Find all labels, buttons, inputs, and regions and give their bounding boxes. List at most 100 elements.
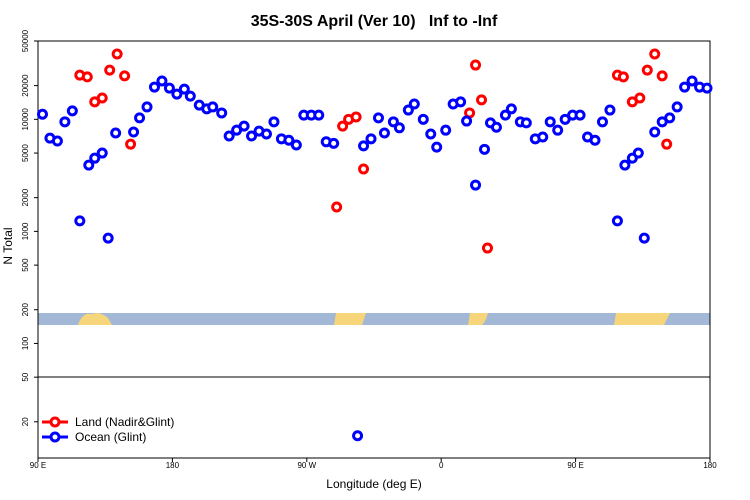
data-point bbox=[290, 139, 302, 151]
data-point bbox=[499, 109, 511, 121]
data-point bbox=[74, 215, 86, 227]
y-tick-label: 5000 bbox=[21, 144, 30, 162]
data-point bbox=[104, 64, 116, 76]
data-point bbox=[470, 59, 482, 71]
data-point bbox=[661, 138, 673, 150]
legend-marker bbox=[49, 416, 61, 428]
data-point bbox=[163, 82, 175, 94]
x-axis-title: Longitude (deg E) bbox=[326, 477, 421, 491]
data-point bbox=[417, 113, 429, 125]
data-point bbox=[604, 104, 616, 116]
data-point bbox=[184, 90, 196, 102]
data-point bbox=[402, 104, 414, 116]
data-point bbox=[352, 430, 364, 442]
data-point bbox=[102, 232, 114, 244]
data-point bbox=[387, 116, 399, 128]
data-point bbox=[574, 109, 586, 121]
data-point bbox=[216, 107, 228, 119]
data-point bbox=[408, 98, 420, 110]
data-point bbox=[701, 82, 713, 94]
data-point bbox=[350, 111, 362, 123]
data-point bbox=[649, 126, 661, 138]
data-point bbox=[96, 92, 108, 104]
y-tick-label: 10000 bbox=[21, 108, 30, 131]
data-point bbox=[425, 128, 437, 140]
data-point bbox=[207, 101, 219, 113]
y-tick-label: 2000 bbox=[21, 188, 30, 206]
data-point bbox=[634, 92, 646, 104]
land-shape bbox=[468, 313, 488, 325]
data-point bbox=[365, 133, 377, 145]
data-point bbox=[238, 120, 250, 132]
data-point bbox=[686, 75, 698, 87]
data-point bbox=[481, 242, 493, 254]
data-point bbox=[171, 88, 183, 100]
data-point bbox=[141, 101, 153, 113]
data-point bbox=[649, 48, 661, 60]
data-point bbox=[328, 137, 340, 149]
data-point bbox=[479, 143, 491, 155]
data-point bbox=[337, 120, 349, 132]
data-point bbox=[393, 122, 405, 134]
data-point bbox=[66, 105, 78, 117]
data-point bbox=[611, 215, 623, 227]
land-shape bbox=[614, 313, 670, 325]
x-tick-label: 90 E bbox=[30, 461, 46, 470]
y-tick-label: 50 bbox=[21, 372, 30, 381]
legend-marker bbox=[49, 431, 61, 443]
data-point bbox=[589, 134, 601, 146]
data-point bbox=[313, 109, 325, 121]
data-point bbox=[358, 163, 370, 175]
data-point bbox=[431, 141, 443, 153]
data-point bbox=[83, 159, 95, 171]
data-point bbox=[59, 116, 71, 128]
data-point bbox=[632, 147, 644, 159]
data-point bbox=[619, 159, 631, 171]
x-tick-label: 90 E bbox=[567, 461, 583, 470]
data-point bbox=[51, 135, 63, 147]
y-tick-label: 1000 bbox=[21, 222, 30, 240]
chart-title: 35S-30S April (Ver 10) Inf to -Inf bbox=[251, 13, 498, 30]
legend: Land (Nadir&Glint) Ocean (Glint) bbox=[42, 415, 174, 444]
y-tick-label: 100 bbox=[21, 336, 30, 350]
x-tick-label: 180 bbox=[703, 461, 717, 470]
data-point bbox=[455, 96, 467, 108]
data-point bbox=[470, 179, 482, 191]
data-point bbox=[638, 232, 650, 244]
data-point bbox=[331, 201, 343, 213]
data-point bbox=[378, 127, 390, 139]
data-point bbox=[520, 117, 532, 129]
data-point bbox=[552, 124, 564, 136]
data-point bbox=[358, 140, 370, 152]
data-point bbox=[128, 126, 140, 138]
land-shape bbox=[334, 313, 366, 325]
plot-frame bbox=[37, 40, 711, 459]
y-tick-label: 50000 bbox=[21, 29, 30, 52]
x-tick-label: 180 bbox=[166, 461, 180, 470]
data-point bbox=[641, 64, 653, 76]
x-tick-label: 90 W bbox=[297, 461, 316, 470]
y-tick-label: 200 bbox=[21, 302, 30, 316]
x-tick-label: 0 bbox=[439, 461, 444, 470]
data-point bbox=[372, 112, 384, 124]
y-axis-title: N Total bbox=[1, 227, 15, 264]
data-point bbox=[96, 147, 108, 159]
data-point bbox=[260, 128, 272, 140]
data-point bbox=[544, 116, 556, 128]
data-point bbox=[81, 71, 93, 83]
data-point bbox=[268, 116, 280, 128]
data-point bbox=[246, 130, 258, 142]
y-tick-label: 20000 bbox=[21, 74, 30, 97]
data-point bbox=[664, 112, 676, 124]
data-point bbox=[148, 81, 160, 93]
data-point bbox=[440, 124, 452, 136]
data-point bbox=[476, 94, 488, 106]
ocean-strip bbox=[38, 313, 710, 325]
data-point bbox=[461, 115, 473, 127]
data-point bbox=[125, 138, 137, 150]
data-point bbox=[490, 121, 502, 133]
data-point bbox=[505, 103, 517, 115]
data-point bbox=[679, 81, 691, 93]
legend-label: Land (Nadir&Glint) bbox=[75, 415, 174, 429]
